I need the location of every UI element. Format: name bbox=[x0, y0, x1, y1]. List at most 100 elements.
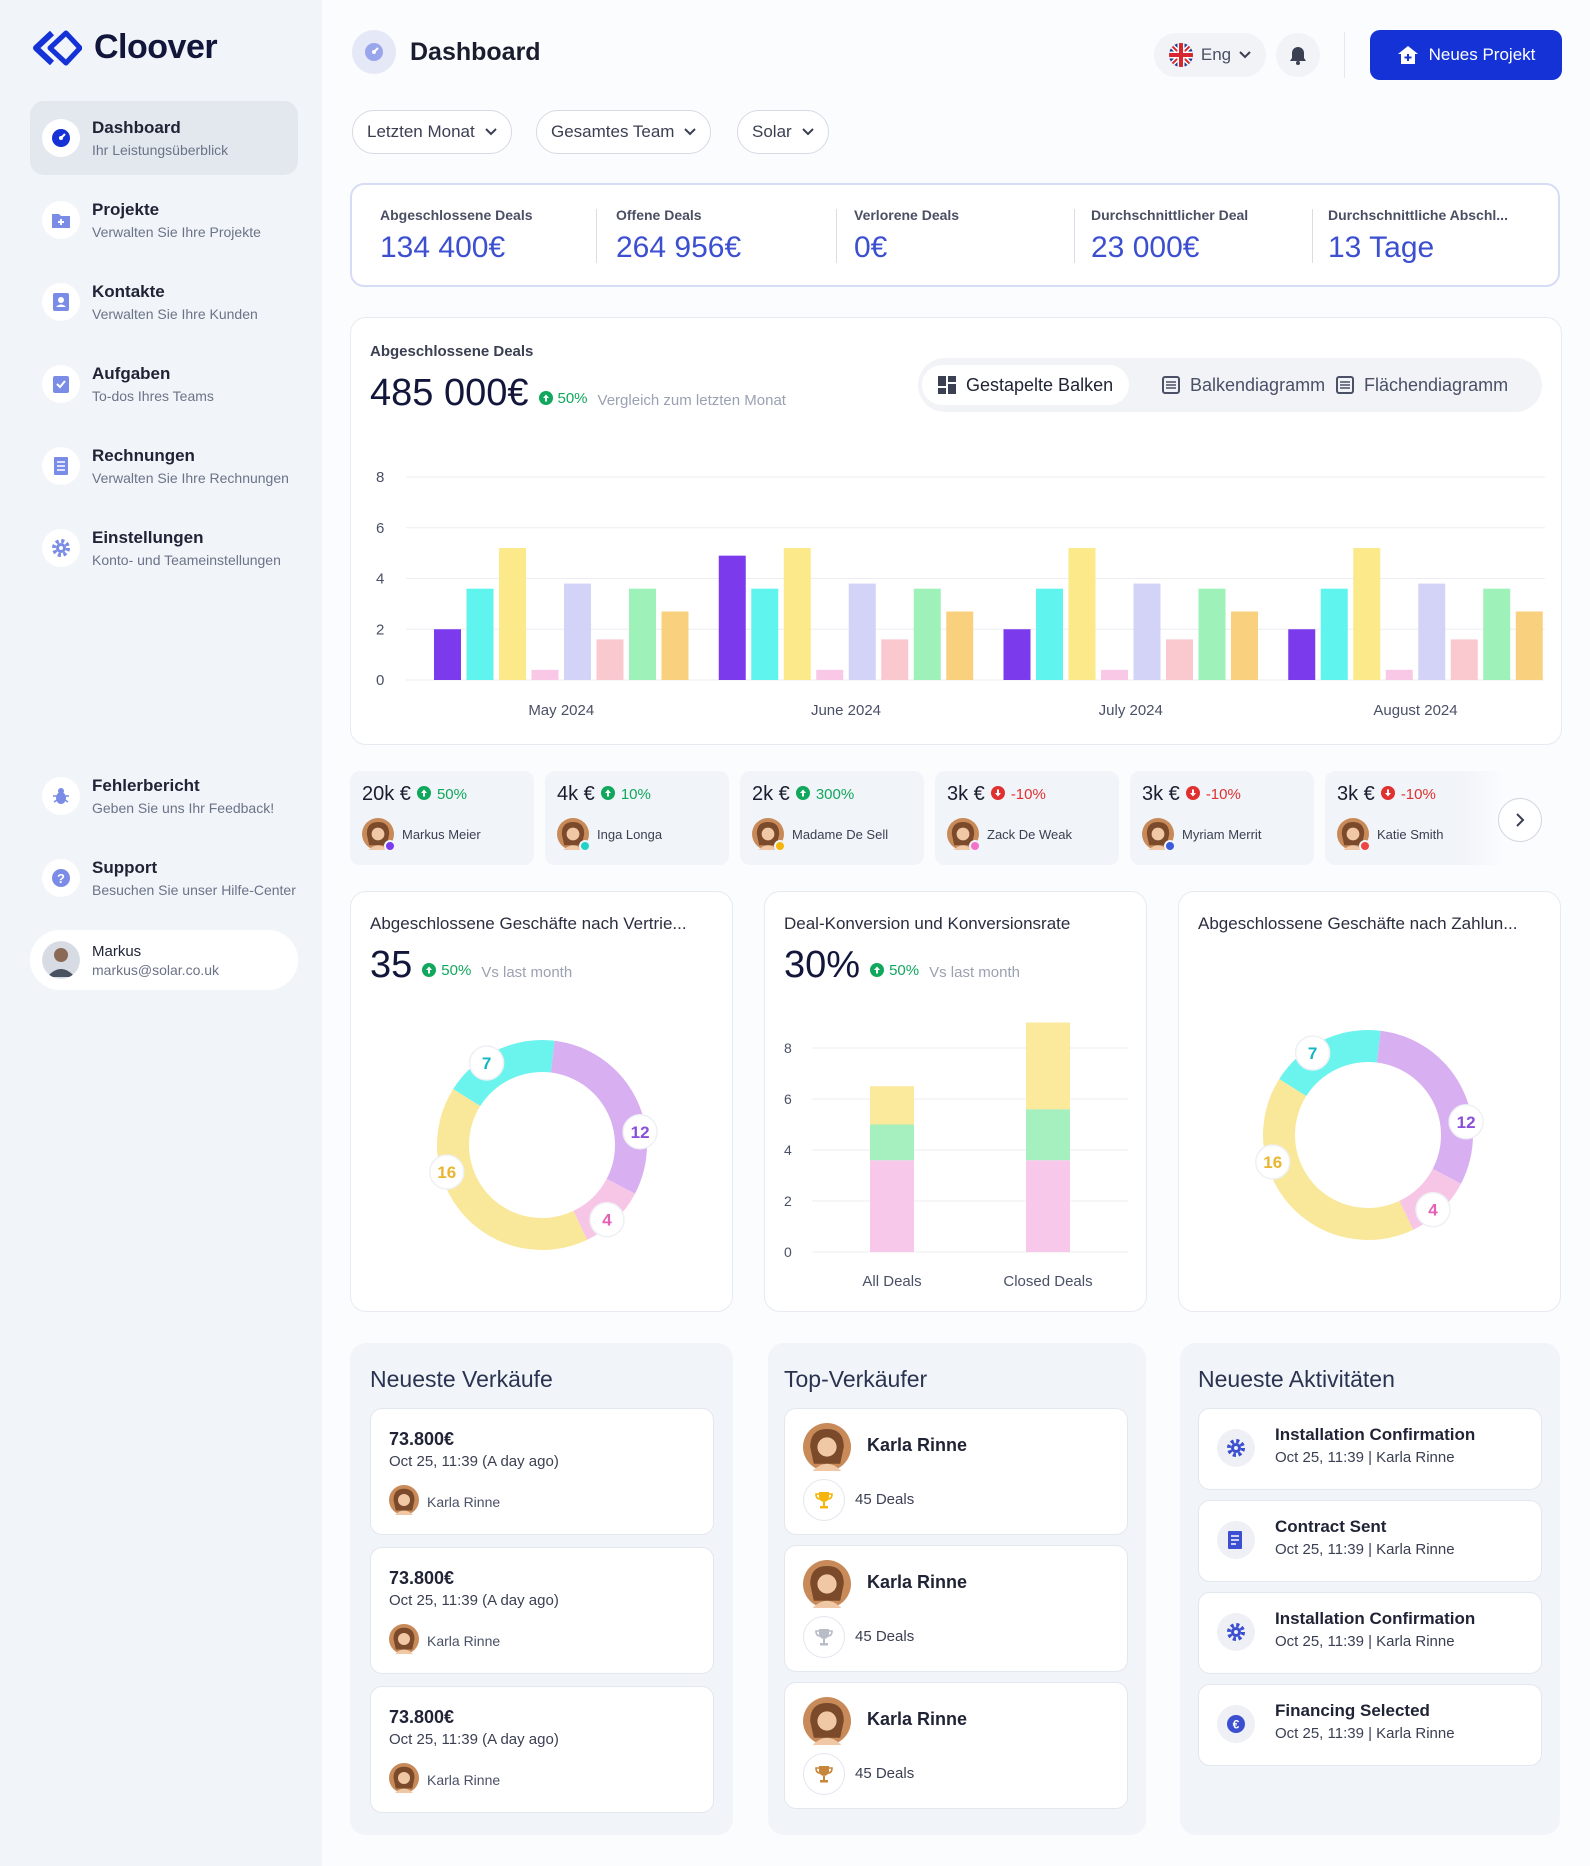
x-tick-label: All Deals bbox=[862, 1273, 921, 1290]
sale-item[interactable]: 73.800€ Oct 25, 11:39 (A day ago) Karla Ri… bbox=[370, 1408, 714, 1535]
svg-text:€: € bbox=[1233, 1718, 1240, 1732]
growth-caption: Vs last month bbox=[481, 964, 573, 981]
salesperson-card[interactable]: 4k € 10% Inga Longa bbox=[545, 771, 729, 865]
salesperson-card[interactable]: 3k € -10% Myriam Merrit bbox=[1130, 771, 1314, 865]
kpi-value: 0€ bbox=[854, 231, 888, 264]
salesperson-stat: 20k € 50% bbox=[362, 783, 522, 806]
salesperson-value: 3k € bbox=[1142, 783, 1180, 805]
sidebar-item-rechnungen[interactable]: Rechnungen Verwalten Sie Ihre Rechnungen bbox=[30, 429, 298, 503]
kpi-label: Verlorene Deals bbox=[854, 207, 960, 223]
uk-flag-icon bbox=[1168, 43, 1193, 67]
donut-slice bbox=[437, 1088, 588, 1250]
arrow-up-circle-icon bbox=[870, 963, 885, 977]
activity-item[interactable]: € Financing Selected Oct 25, 11:39 | Karla… bbox=[1198, 1684, 1542, 1766]
sidebar-item-einstellungen[interactable]: Einstellungen Konto- und Teameinstellunge… bbox=[30, 511, 298, 585]
salesperson-value: 2k € bbox=[752, 783, 790, 805]
arrow-up-circle-icon bbox=[422, 963, 437, 977]
growth-value: 50% bbox=[557, 389, 588, 407]
filter-product[interactable]: Solar bbox=[737, 110, 829, 154]
bar bbox=[946, 611, 974, 680]
new-project-button[interactable]: Neues Projekt bbox=[1370, 30, 1562, 80]
salesperson-name: Zack De Weak bbox=[987, 826, 1073, 842]
sidebar-item-aufgaben[interactable]: Aufgaben To-dos Ihres Teams bbox=[30, 347, 298, 421]
house-plus-icon bbox=[1397, 46, 1418, 64]
language-label: Eng bbox=[1200, 45, 1232, 64]
activity-item[interactable]: Installation Confirmation Oct 25, 11:39 |… bbox=[1198, 1408, 1542, 1490]
activity-item[interactable]: Contract Sent Oct 25, 11:39 | Karla Rinne bbox=[1198, 1500, 1542, 1582]
sale-item[interactable]: 73.800€ Oct 25, 11:39 (A day ago) Karla Ri… bbox=[370, 1686, 714, 1813]
bar bbox=[751, 588, 779, 680]
kpi-label: Durchschnittliche Abschl... bbox=[1328, 207, 1508, 223]
kpi-value: 13 Tage bbox=[1328, 231, 1435, 264]
activity-subtitle: Oct 25, 11:39 | Karla Rinne bbox=[1275, 1725, 1455, 1742]
view-bar-chart[interactable]: Balkendiagramm bbox=[1146, 365, 1341, 405]
slice-label-badge bbox=[1415, 1191, 1451, 1228]
bar bbox=[1418, 583, 1446, 680]
kpi-strip: Abgeschlossene Deals 134 400€ Offene Deal… bbox=[350, 183, 1560, 287]
sidebar: Cloover Dashboard Ihr Leistungsüberblick … bbox=[0, 0, 322, 1866]
page-header: Dashboard bbox=[352, 30, 541, 74]
top-seller-name: Karla Rinne bbox=[867, 1435, 968, 1455]
next-button[interactable] bbox=[1498, 798, 1542, 842]
bar bbox=[881, 639, 909, 680]
filter-team[interactable]: Gesamtes Team bbox=[536, 110, 712, 154]
activity-item[interactable]: Installation Confirmation Oct 25, 11:39 |… bbox=[1198, 1592, 1542, 1674]
salesperson-name: Inga Longa bbox=[597, 826, 663, 842]
salesperson-card[interactable]: 20k € 50% Markus Meier bbox=[350, 771, 534, 865]
chart-total: 485 000€ 50% Vergleich zum letzten Monat bbox=[370, 372, 786, 415]
top-seller-item[interactable]: Karla Rinne 45 Deals bbox=[784, 1682, 1128, 1809]
salesperson-person: Katie Smith bbox=[1337, 818, 1497, 852]
invoice-icon bbox=[42, 447, 80, 485]
help-icon: ? bbox=[42, 859, 80, 897]
avatar bbox=[803, 1697, 851, 1750]
growth-caption: Vs last month bbox=[929, 964, 1020, 981]
card-total: 30% 50% Vs last month bbox=[784, 944, 1020, 987]
filter-label: Gesamtes Team bbox=[551, 122, 675, 141]
top-seller-item[interactable]: Karla Rinne 45 Deals bbox=[784, 1545, 1128, 1672]
sidebar-item-dashboard[interactable]: Dashboard Ihr Leistungsüberblick bbox=[30, 101, 298, 175]
stacked-bar-segment bbox=[870, 1124, 914, 1161]
top-seller-name: Karla Rinne bbox=[867, 1572, 968, 1592]
card-title: Deal-Konversion und Konversionsrate bbox=[784, 914, 1071, 933]
stacked-bars-icon bbox=[938, 376, 956, 394]
language-selector[interactable]: Eng bbox=[1154, 33, 1266, 77]
kpi-label: Abgeschlossene Deals bbox=[380, 207, 533, 223]
salesperson-name: Madame De Sell bbox=[792, 826, 889, 842]
filter-period[interactable]: Letzten Monat bbox=[352, 110, 512, 154]
sidebar-item-projekte[interactable]: Projekte Verwalten Sie Ihre Projekte bbox=[30, 183, 298, 257]
bar bbox=[1036, 588, 1063, 680]
sidebar-item-support[interactable]: ? Support Besuchen Sie unser Hilfe-Center bbox=[30, 841, 298, 915]
chart-title: Abgeschlossene Deals bbox=[370, 343, 534, 360]
sidebar-item-fehlerbericht[interactable]: Fehlerbericht Geben Sie uns Ihr Feedback! bbox=[30, 759, 298, 833]
bar bbox=[718, 555, 746, 680]
filter-label: Solar bbox=[752, 122, 792, 141]
view-stacked-bars[interactable]: Gestapelte Balken bbox=[922, 365, 1130, 405]
top-seller-name: Karla Rinne bbox=[867, 1709, 968, 1729]
bar bbox=[1450, 639, 1478, 680]
salesperson-card[interactable]: 2k € 300% Madame De Sell bbox=[740, 771, 924, 865]
avatar bbox=[947, 818, 981, 852]
closed-deals-bar-chart: 0 2 4 6 8 May 2024 June 2024 July 2024 August 20… bbox=[376, 469, 1545, 719]
kpi-open-deals: Offene Deals 264 956€ bbox=[588, 185, 828, 285]
view-area-chart[interactable]: Flächendiagramm bbox=[1320, 365, 1524, 405]
sidebar-item-kontakte[interactable]: Kontakte Verwalten Sie Ihre Kunden bbox=[30, 265, 298, 339]
sale-date: Oct 25, 11:39 (A day ago) bbox=[389, 1731, 559, 1748]
slice-label-badge bbox=[1448, 1104, 1484, 1140]
salesperson-change: 300% bbox=[815, 786, 855, 803]
list-box-icon bbox=[1162, 376, 1180, 394]
user-profile[interactable]: Markus markus@solar.co.uk bbox=[30, 930, 298, 990]
x-tick-label: August 2024 bbox=[1373, 702, 1457, 719]
bar bbox=[1166, 639, 1193, 680]
sidebar-item-sub: Besuchen Sie unser Hilfe-Center bbox=[92, 882, 296, 898]
slice-label: 16 bbox=[437, 1163, 456, 1182]
top-seller-item[interactable]: Karla Rinne 45 Deals bbox=[784, 1408, 1128, 1535]
bar bbox=[1483, 588, 1511, 680]
avatar bbox=[803, 1560, 851, 1613]
salesperson-stat: 3k € -10% bbox=[947, 783, 1107, 806]
notifications-button[interactable] bbox=[1276, 33, 1320, 77]
sale-item[interactable]: 73.800€ Oct 25, 11:39 (A day ago) Karla Ri… bbox=[370, 1547, 714, 1674]
logo[interactable]: Cloover bbox=[30, 28, 218, 67]
salesperson-stat: 3k € -10% bbox=[1337, 783, 1497, 806]
y-tick-label: 6 bbox=[376, 520, 384, 537]
salesperson-card[interactable]: 3k € -10% Zack De Weak bbox=[935, 771, 1119, 865]
